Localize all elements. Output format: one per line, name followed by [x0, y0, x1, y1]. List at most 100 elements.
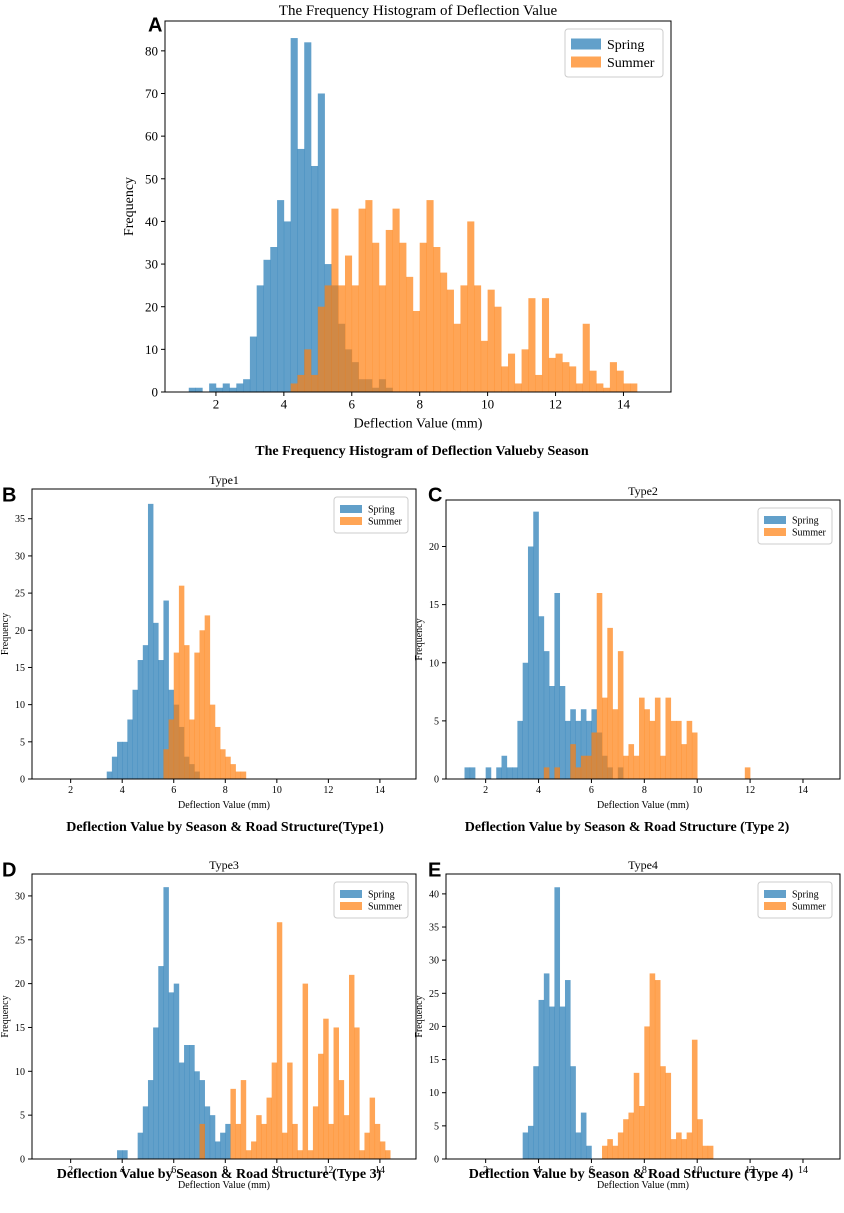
legend-swatch-spring [340, 505, 362, 513]
bar-summer [612, 709, 619, 779]
x-tick-label: 10 [692, 785, 702, 796]
bar-summer [467, 221, 475, 392]
bar-summer [343, 1115, 350, 1159]
panel-letter: A [148, 15, 162, 37]
bar-summer [311, 374, 319, 392]
y-tick-label: 60 [145, 129, 158, 144]
series-summer [163, 585, 247, 779]
bar-summer [199, 1123, 205, 1159]
bar-summer [633, 1072, 640, 1159]
bar-summer [178, 585, 185, 779]
bar-summer [649, 720, 656, 780]
bar-spring [533, 1066, 539, 1159]
chart-title: Type1 [209, 473, 239, 487]
bar-spring [117, 1150, 123, 1159]
x-tick-label: 14 [375, 1165, 385, 1176]
y-tick-label: 0 [152, 385, 159, 400]
bar-summer [230, 764, 236, 779]
bar-spring [317, 93, 325, 393]
y-tick-label: 0 [434, 1155, 439, 1166]
bar-summer [266, 1097, 272, 1159]
bar-summer [580, 755, 587, 779]
y-tick-label: 10 [15, 1067, 25, 1078]
bar-summer [591, 732, 598, 779]
bar-summer [348, 974, 355, 1159]
bar-spring [263, 259, 271, 392]
bar-summer [691, 732, 698, 779]
bar-summer [681, 744, 687, 780]
plot-frame [164, 20, 672, 393]
bar-summer [607, 1139, 613, 1159]
bar-summer [240, 1080, 247, 1159]
legend-label-summer: Summer [368, 902, 403, 913]
legend: Spring Summer [564, 28, 664, 78]
bar-spring [127, 719, 133, 779]
y-tick-label: 5 [20, 737, 25, 748]
bar-spring [283, 221, 291, 392]
y-tick-label: 10 [429, 1088, 439, 1099]
bar-summer [338, 1080, 345, 1159]
bar-summer [304, 349, 312, 392]
y-tick-label: 10 [429, 658, 439, 669]
bar-spring [137, 1132, 144, 1159]
legend-label-spring: Spring [368, 890, 395, 901]
bar-summer [271, 1062, 278, 1159]
bar-summer [372, 242, 380, 392]
y-tick-label: 35 [429, 923, 439, 934]
bar-spring [122, 741, 128, 779]
bar-spring [117, 741, 123, 779]
chart-title: Type2 [628, 484, 658, 498]
bar-summer [602, 697, 608, 780]
bar-summer [446, 289, 454, 392]
bar-summer [562, 362, 570, 392]
bar-spring [517, 720, 523, 780]
x-tick-label: 12 [323, 785, 333, 796]
bar-summer [292, 1123, 298, 1159]
bar-spring [214, 1141, 221, 1159]
bar-summer [628, 1112, 635, 1159]
bar-summer [358, 208, 366, 392]
x-tick-label: 4 [120, 785, 125, 796]
x-tick-label: 14 [798, 785, 808, 796]
bar-spring [122, 1150, 128, 1159]
x-tick-label: 14 [617, 396, 631, 411]
series-summer [290, 200, 638, 392]
x-tick-label: 2 [213, 396, 220, 411]
y-tick-label: 20 [15, 979, 25, 990]
bar-spring [538, 616, 545, 779]
x-tick-label: 8 [416, 396, 423, 411]
bar-spring [549, 686, 555, 779]
bars [106, 503, 247, 779]
y-tick-label: 50 [145, 171, 158, 186]
bar-summer [487, 289, 495, 392]
bar-spring [554, 593, 561, 779]
legend-swatch-summer [764, 528, 786, 536]
bar-spring [199, 1080, 205, 1159]
bar-spring [147, 503, 154, 779]
bar-summer [474, 285, 482, 392]
bar-summer [686, 720, 693, 780]
legend-swatch-summer [571, 56, 601, 68]
bar-summer [543, 767, 550, 780]
series-summer [543, 593, 751, 780]
legend-label-spring: Spring [607, 38, 644, 53]
x-axis-label: Deflection Value (mm) [178, 1180, 270, 1191]
bar-summer [612, 1145, 619, 1159]
bar-summer [676, 720, 682, 780]
bar-summer [691, 1039, 698, 1159]
x-tick-label: 8 [223, 785, 228, 796]
bar-spring [527, 1125, 534, 1159]
x-tick-label: 12 [323, 1165, 333, 1176]
bar-summer [570, 744, 576, 780]
y-tick-label: 10 [145, 342, 158, 357]
bars [117, 887, 391, 1159]
bar-spring [194, 1071, 200, 1159]
y-tick-label: 30 [429, 956, 439, 967]
bar-spring [243, 379, 251, 392]
bar-summer [603, 387, 611, 392]
bar-summer [575, 383, 583, 392]
bar-summer [204, 615, 211, 779]
bar-summer [707, 1145, 714, 1159]
bar-summer [702, 1145, 709, 1159]
bar-summer [639, 1105, 645, 1159]
